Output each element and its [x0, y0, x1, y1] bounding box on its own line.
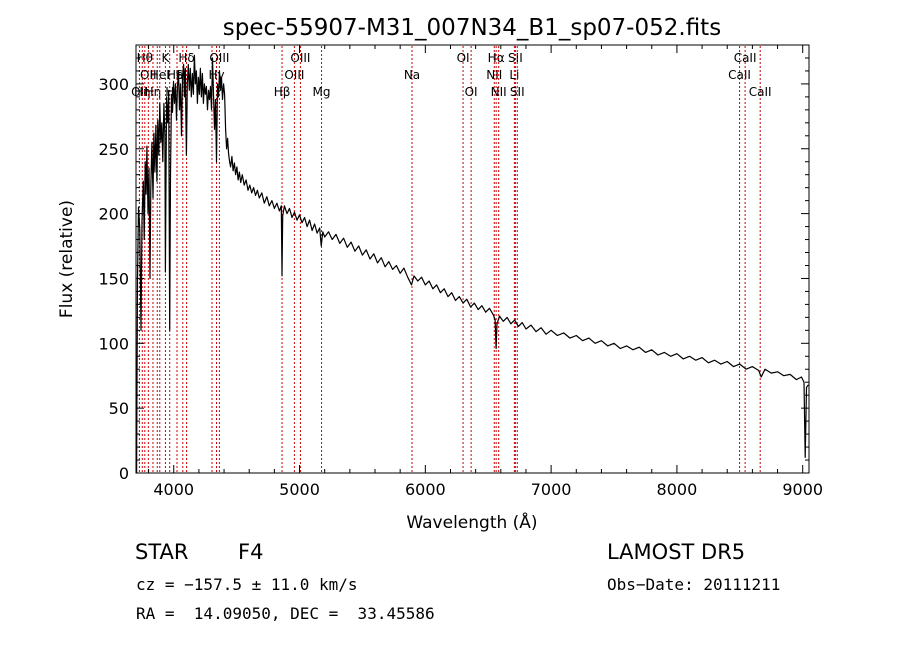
spectrum-layer	[136, 54, 809, 474]
y-tick-label: 0	[119, 464, 129, 483]
x-tick-label: 5000	[279, 480, 320, 499]
y-tick-label: 250	[98, 140, 129, 159]
line-marker-label: Hδ	[178, 51, 194, 65]
line-marker-label: Hη	[145, 85, 162, 99]
x-tick-label: 9000	[782, 480, 823, 499]
line-marker-label: OI	[465, 85, 478, 99]
line-marker-label: SII	[510, 85, 525, 99]
spectral-subclass: F4	[238, 540, 264, 564]
line-marker-label: Hβ	[274, 85, 291, 99]
line-marker-layer: OIIHηHθOIIHηHeIKHHeISIIHδHγOIIIHβOIIIOII…	[131, 46, 772, 472]
line-marker-label: K	[161, 51, 170, 65]
line-marker-label: Hη	[134, 85, 151, 99]
line-marker-label: CaII	[728, 68, 751, 82]
velocity-readout: cz = −157.5 ± 11.0 km/s	[136, 575, 358, 594]
line-marker-label: Li	[509, 68, 519, 82]
x-tick-label: 7000	[531, 480, 572, 499]
line-marker-label: SII	[508, 51, 523, 65]
x-axis-label: Wavelength (Å)	[406, 511, 537, 533]
chart-title: spec-55907-M31_007N34_B1_sp07-052.fits	[223, 15, 721, 41]
line-marker-label: OII	[131, 85, 148, 99]
line-marker-label: Hθ	[137, 51, 153, 65]
line-marker-label: CaII	[749, 85, 772, 99]
line-marker-label: Na	[404, 68, 420, 82]
observation-date: Obs−Date: 20111211	[607, 575, 781, 594]
y-tick-label: 100	[98, 334, 129, 353]
y-axis-label: Flux (relative)	[57, 200, 77, 318]
y-tick-label: 300	[98, 75, 129, 94]
line-marker-label: HeI	[150, 68, 170, 82]
axes-layer: 4000 5000 6000 7000 8000 9000 0 50 100 150 200 250 3…	[98, 44, 823, 499]
spectral-class: STAR	[135, 540, 189, 564]
y-tick-label: 50	[109, 399, 129, 418]
line-marker-label: CaII	[734, 51, 757, 65]
line-marker-label: OIII	[290, 51, 310, 65]
line-marker-label: Mg	[313, 85, 331, 99]
spectrum-line	[136, 54, 809, 474]
line-marker-label: H	[165, 85, 174, 99]
line-marker-label: OIII	[209, 51, 229, 65]
line-marker-label: OIII	[284, 68, 304, 82]
y-tick-label: 200	[98, 205, 129, 224]
y-tick-label: 150	[98, 269, 129, 288]
line-marker-label: OI	[457, 51, 470, 65]
x-tick-label: 8000	[657, 480, 698, 499]
sky-coordinates: RA = 14.09050, DEC = 33.45586	[136, 604, 435, 623]
line-marker-label: NII	[491, 85, 507, 99]
line-marker-label: Hα	[488, 51, 505, 65]
x-tick-label: 4000	[153, 480, 194, 499]
line-marker-label: NII	[486, 68, 502, 82]
line-marker-label: OII	[140, 68, 157, 82]
plot-frame	[135, 44, 810, 474]
survey-name: LAMOST DR5	[607, 540, 746, 564]
x-tick-label: 6000	[405, 480, 446, 499]
